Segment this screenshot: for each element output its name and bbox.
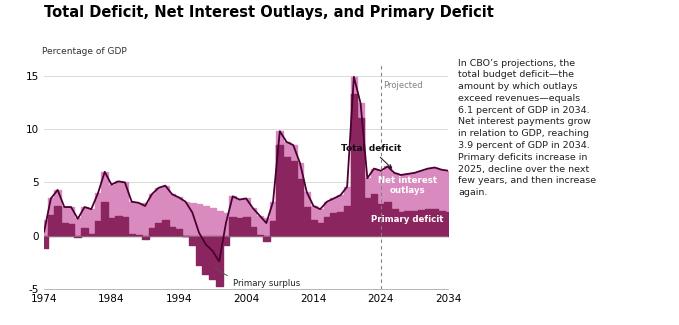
Text: Total Deficit, Net Interest Outlays, and Primary Deficit: Total Deficit, Net Interest Outlays, and… — [44, 5, 494, 20]
Text: Total deficit: Total deficit — [340, 144, 401, 168]
Text: Percentage of GDP: Percentage of GDP — [42, 47, 127, 56]
Text: Primary deficit: Primary deficit — [371, 215, 444, 224]
Text: Net interest
outlays: Net interest outlays — [378, 176, 437, 195]
Text: In CBO’s projections, the
total budget deficit—the
amount by which outlays
excee: In CBO’s projections, the total budget d… — [458, 58, 596, 197]
Text: Projected: Projected — [383, 81, 422, 90]
Text: Primary surplus: Primary surplus — [215, 267, 300, 288]
